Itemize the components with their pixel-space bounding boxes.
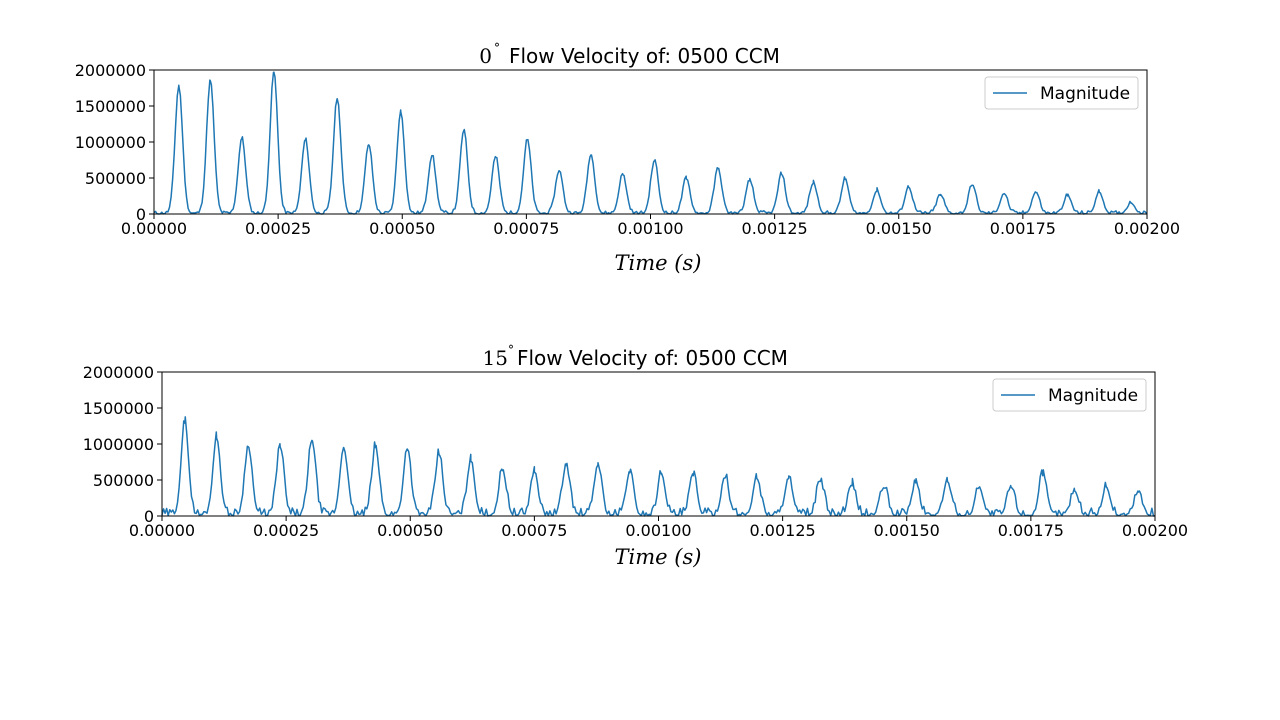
chart-2-legend-box xyxy=(992,378,1147,412)
chart-1-x-tick-label: 0.00150 xyxy=(866,219,932,238)
chart-1-y-tick-label: 2000000 xyxy=(75,61,146,80)
chart-2-x-axis: 0.00000 0.00025 0.00050 0.00075 0.00100 0.001… xyxy=(129,516,1188,540)
chart-1-x-tick-label: 0.00025 xyxy=(245,219,311,238)
chart-1-y-tick-label: 0 xyxy=(136,205,146,224)
chart-2-title: Flow Velocity of: 0500 CCM xyxy=(517,346,788,370)
chart-1: 0.00000 0.00025 0.00050 0.00075 0.00100 0.001… xyxy=(75,41,1180,275)
chart-1-x-tick-label: 0.00075 xyxy=(493,219,559,238)
chart-1-y-axis: 0 500000 1000000 1500000 2000000 xyxy=(75,61,154,224)
chart-1-title-degree: ° xyxy=(494,41,500,55)
chart-1-x-tick-label: 0.00125 xyxy=(742,219,808,238)
chart-2-y-axis: 0 500000 1000000 1500000 2000000 xyxy=(83,363,162,526)
chart-2-x-tick-label: 0.00025 xyxy=(253,521,319,540)
chart-2-series xyxy=(161,416,1156,517)
chart-2-x-tick-label: 0.00050 xyxy=(377,521,443,540)
chart-2-y-tick-label: 0 xyxy=(144,507,154,526)
chart-2-y-tick-label: 1000000 xyxy=(83,435,154,454)
chart-1-legend-box xyxy=(984,76,1139,110)
chart-1-x-tick-label: 0.00050 xyxy=(369,219,435,238)
chart-2-title-angle: 15 xyxy=(483,346,508,370)
chart-1-x-axis: 0.00000 0.00025 0.00050 0.00075 0.00100 0.001… xyxy=(121,214,1180,238)
chart-1-title-angle: 0 xyxy=(479,44,492,68)
chart-1-legend: Magnitude xyxy=(984,76,1139,110)
chart-1-x-tick-label: 0.00000 xyxy=(121,219,187,238)
chart-2: 0.00000 0.00025 0.00050 0.00075 0.00100 0.001… xyxy=(83,343,1188,569)
chart-2-y-tick-label: 1500000 xyxy=(83,399,154,418)
chart-2-x-tick-label: 0.00100 xyxy=(625,521,691,540)
chart-1-y-tick-label: 1500000 xyxy=(75,97,146,116)
chart-2-title-degree: ° xyxy=(508,343,514,357)
chart-2-legend-label: Magnitude xyxy=(1048,386,1138,406)
chart-1-x-tick-label: 0.00175 xyxy=(990,219,1056,238)
chart-2-x-tick-label: 0.00175 xyxy=(998,521,1064,540)
chart-2-legend: Magnitude xyxy=(992,378,1147,412)
chart-2-y-tick-label: 2000000 xyxy=(83,363,154,382)
chart-2-x-axis-label: Time (s) xyxy=(615,545,702,569)
chart-2-x-tick-label: 0.00200 xyxy=(1122,521,1188,540)
chart-1-y-tick-label: 1000000 xyxy=(75,133,146,152)
chart-2-y-tick-label: 500000 xyxy=(93,471,154,490)
chart-2-x-tick-label: 0.00000 xyxy=(129,521,195,540)
chart-1-x-tick-label: 0.00200 xyxy=(1114,219,1180,238)
chart-2-x-tick-label: 0.00150 xyxy=(874,521,940,540)
chart-1-legend-label: Magnitude xyxy=(1040,84,1130,104)
chart-2-magnitude-line xyxy=(161,416,1156,517)
chart-2-x-tick-label: 0.00075 xyxy=(501,521,567,540)
chart-1-x-axis-label: Time (s) xyxy=(615,251,702,275)
chart-2-x-tick-label: 0.00125 xyxy=(750,521,816,540)
chart-1-title: Flow Velocity of: 0500 CCM xyxy=(509,44,780,68)
chart-1-y-tick-label: 500000 xyxy=(85,169,146,188)
chart-1-x-tick-label: 0.00100 xyxy=(617,219,683,238)
